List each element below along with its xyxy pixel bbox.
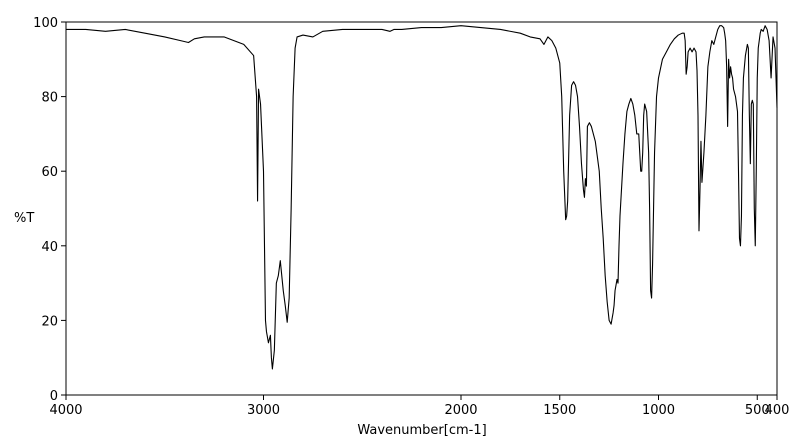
plot-area-frame <box>65 21 778 396</box>
y-axis-label: %T <box>14 211 34 226</box>
x-tick-label: 400 <box>765 403 790 418</box>
y-tick-label: 60 <box>41 165 58 180</box>
y-tick-label: 100 <box>33 16 58 31</box>
spectrum-line <box>66 25 778 370</box>
y-tick-label: 40 <box>41 240 58 255</box>
y-axis: 0 20 40 60 80 100 <box>33 16 66 404</box>
x-tick-label: 2000 <box>444 403 477 418</box>
x-tick-label: 1500 <box>543 403 576 418</box>
x-tick-label: 3000 <box>247 403 280 418</box>
x-tick-label: 1000 <box>642 403 675 418</box>
x-axis-label: Wavenumber[cm-1] <box>357 423 486 438</box>
y-tick-label: 20 <box>41 314 58 329</box>
x-tick-label: 4000 <box>49 403 82 418</box>
y-tick-label: 80 <box>41 91 58 106</box>
x-tick-label: 500 <box>745 403 770 418</box>
y-tick-label: 0 <box>50 389 58 404</box>
